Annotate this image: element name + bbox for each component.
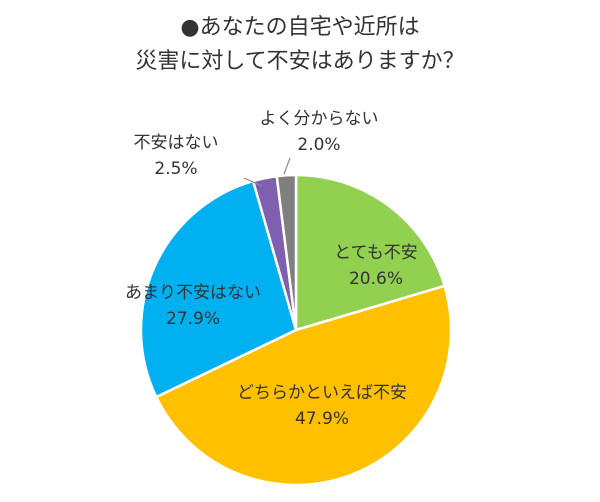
slice-value-somewhat-anxious: 47.9% [295, 409, 349, 429]
slice-labels: とても不安 20.6% どちらかといえば不安 47.9% あまり不安はない 27.9% 不安… [125, 109, 418, 429]
chart-title-line-2: 災害に対して不安はありますか？ [135, 49, 464, 74]
pie-slice-very-anxious [294, 173, 447, 332]
slice-value-not-very-anxious: 27.9% [166, 309, 220, 329]
pie-slice-not-very-anxious [139, 179, 298, 399]
pie-slices [139, 173, 453, 487]
slice-value-not-anxious: 2.5% [154, 159, 197, 179]
slice-label-very-anxious: とても不安 [334, 243, 418, 263]
slice-value-dont-know: 2.0% [297, 135, 340, 155]
leader-lines [243, 157, 291, 187]
slice-value-very-anxious: 20.6% [349, 269, 403, 289]
chart-title-line-1: ●あなたの自宅や近所は [180, 15, 419, 40]
pie-slice-dont-know [275, 173, 298, 331]
leader-line-not-anxious [243, 177, 263, 187]
slice-label-dont-know: よく分からない [260, 109, 379, 129]
slice-label-not-anxious: 不安はない [134, 133, 219, 153]
slice-label-somewhat-anxious: どちらかといえば不安 [237, 383, 407, 403]
leader-line-dont-know [283, 157, 291, 175]
slice-label-not-very-anxious: あまり不安はない [125, 283, 261, 303]
pie-slice-somewhat-anxious [154, 284, 453, 487]
chart-title: ●あなたの自宅や近所は 災害に対して不安はありますか？ [135, 15, 464, 74]
